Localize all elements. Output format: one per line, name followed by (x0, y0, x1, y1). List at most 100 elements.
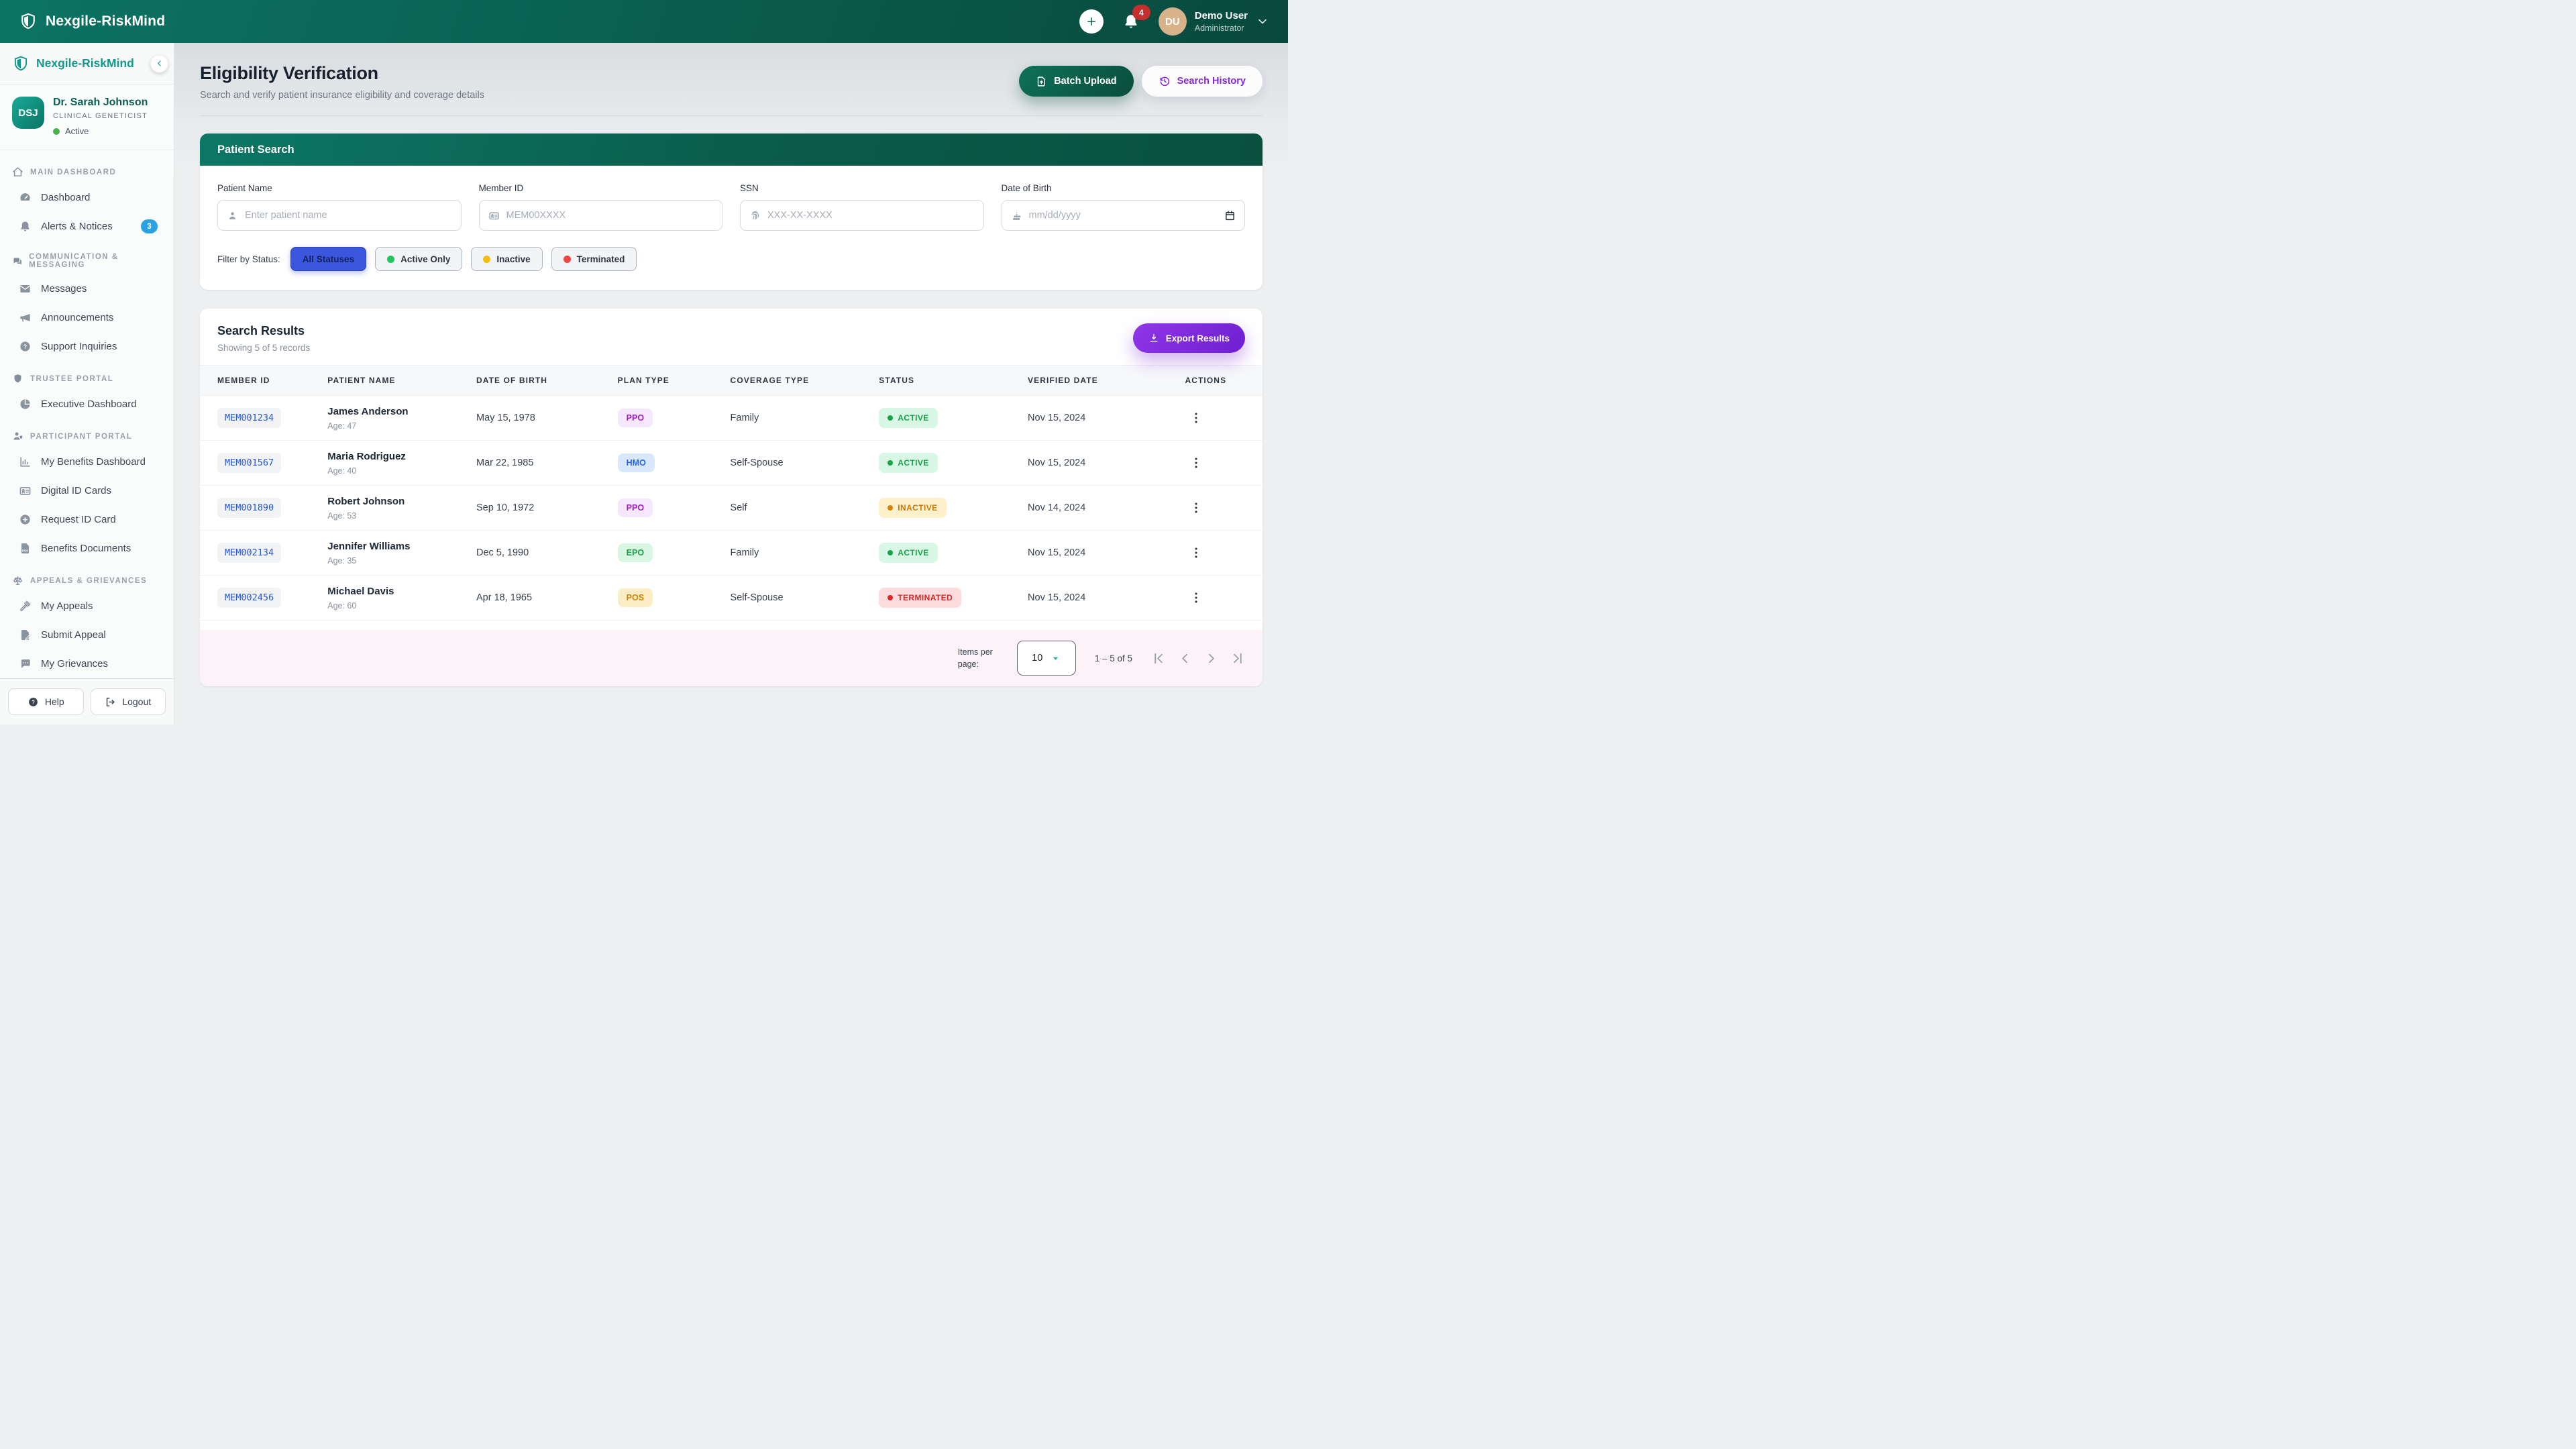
header-divider (200, 115, 1263, 116)
member-id-link[interactable]: MEM001890 (217, 498, 281, 518)
member-id-input[interactable] (506, 210, 714, 221)
member-id-link[interactable]: MEM002456 (217, 588, 281, 608)
patient-search-body: Patient Name Member ID (200, 166, 1263, 290)
page-subtitle: Search and verify patient insurance elig… (200, 90, 484, 101)
first-page-button[interactable] (1151, 651, 1167, 666)
status-dot (53, 128, 60, 135)
svg-text:PDF: PDF (22, 549, 29, 553)
chat-icon (12, 256, 22, 267)
sidebar-section-appeals-grievances: APPEALS & GRIEVANCES (12, 575, 162, 586)
row-actions-button[interactable] (1185, 407, 1208, 429)
sidebar-item-messages[interactable]: Messages (9, 274, 164, 303)
last-page-button[interactable] (1230, 651, 1245, 666)
logout-button[interactable]: Logout (91, 688, 166, 715)
plus-icon (1085, 15, 1097, 28)
member-id-input-box (479, 200, 723, 231)
next-page-button[interactable] (1203, 651, 1219, 666)
calendar-icon[interactable] (1224, 209, 1236, 221)
row-actions-button[interactable] (1185, 451, 1208, 474)
topbar-actions: 4 DU Demo User Administrator (1079, 7, 1269, 36)
sidebar-section-trustee-portal: TRUSTEE PORTAL (12, 373, 162, 384)
items-per-page-select[interactable]: 10 (1017, 641, 1076, 676)
search-results-card: Search Results Showing 5 of 5 records Ex… (200, 309, 1263, 686)
items-per-page-label: Items per page: (958, 646, 998, 670)
filter-all-statuses[interactable]: All Statuses (290, 247, 366, 271)
user-meta: Demo User Administrator (1195, 9, 1248, 34)
user-menu[interactable]: DU Demo User Administrator (1159, 7, 1269, 36)
col-member-id: MEMBER ID (200, 366, 317, 396)
quick-add-button[interactable] (1079, 9, 1104, 34)
status-badge: ACTIVE (879, 408, 937, 428)
row-actions-button[interactable] (1185, 496, 1208, 519)
scales-icon (12, 575, 23, 586)
filter-terminated[interactable]: Terminated (551, 247, 637, 271)
table-row[interactable]: MEM002134Jennifer WilliamsAge: 35Dec 5, … (200, 531, 1263, 576)
red-dot (564, 256, 571, 263)
filter-inactive[interactable]: Inactive (471, 247, 542, 271)
user-icon (227, 210, 238, 221)
profile-info: Dr. Sarah Johnson CLINICAL GENETICIST Ac… (53, 97, 148, 136)
dob-input[interactable] (1029, 210, 1218, 221)
ssn-input[interactable] (767, 210, 975, 221)
page-title: Eligibility Verification (200, 63, 484, 84)
sidebar-item-alerts-notices[interactable]: Alerts & Notices3 (9, 212, 164, 241)
sidebar-item-request-id-card[interactable]: Request ID Card (9, 505, 164, 534)
filepen-icon (19, 629, 32, 641)
ssn-input-box (740, 200, 984, 231)
member-id-link[interactable]: MEM001567 (217, 453, 281, 473)
export-results-button[interactable]: Export Results (1133, 323, 1245, 353)
patient-name: Michael Davis (327, 586, 455, 597)
pluscircle-icon (19, 513, 32, 526)
table-row[interactable]: MEM001567Maria RodriguezAge: 40Mar 22, 1… (200, 441, 1263, 486)
sidebar-item-my-benefits-dashboard[interactable]: My Benefits Dashboard (9, 447, 164, 476)
sidebar-item-dashboard[interactable]: Dashboard (9, 183, 164, 212)
sidebar-item-support-inquiries[interactable]: ?Support Inquiries (9, 332, 164, 361)
chart-icon (19, 455, 32, 468)
pagination-range: 1 – 5 of 5 (1095, 653, 1132, 663)
patient-name-input[interactable] (245, 210, 452, 221)
brand: Nexgile-RiskMind (19, 12, 165, 31)
megaphone-icon (19, 311, 32, 324)
batch-upload-button[interactable]: Batch Upload (1019, 66, 1133, 97)
sidebar-section-participant-portal: PARTICIPANT PORTAL (12, 431, 162, 442)
sidebar-item-executive-dashboard[interactable]: Executive Dashboard (9, 390, 164, 419)
row-actions-button[interactable] (1185, 586, 1208, 609)
yellow-dot (483, 256, 490, 263)
kebab-icon (1189, 545, 1203, 560)
sidebar-item-benefits-documents[interactable]: PDFBenefits Documents (9, 534, 164, 563)
profile-title: CLINICAL GENETICIST (53, 112, 148, 120)
home-icon (12, 166, 23, 178)
member-id-link[interactable]: MEM002134 (217, 543, 281, 563)
row-actions-button[interactable] (1185, 541, 1208, 564)
help-button[interactable]: ?Help (8, 688, 84, 715)
patient-age: Age: 47 (327, 421, 455, 431)
search-history-button[interactable]: Search History (1142, 66, 1263, 97)
sidebar-shield-icon (12, 55, 30, 72)
patient-name: Maria Rodriguez (327, 451, 455, 462)
sidebar-item-announcements[interactable]: Announcements (9, 303, 164, 332)
plan-type-badge: HMO (618, 453, 655, 472)
filter-active-only[interactable]: Active Only (375, 247, 462, 271)
sidebar-item-my-appeals[interactable]: My Appeals (9, 592, 164, 621)
logout-icon (105, 696, 116, 708)
sidebar-collapse-button[interactable] (150, 54, 168, 72)
svg-text:?: ? (23, 343, 27, 350)
sidebar-item-my-grievances[interactable]: My Grievances (9, 649, 164, 678)
filter-label: Filter by Status: (217, 254, 280, 264)
patient-search-title: Patient Search (200, 133, 1263, 166)
dob-cell: Mar 22, 1985 (466, 441, 607, 486)
table-head: MEMBER ID PATIENT NAME DATE OF BIRTH PLA… (200, 366, 1263, 396)
kebab-icon (1189, 590, 1203, 605)
table-row[interactable]: MEM001234James AndersonAge: 47May 15, 19… (200, 396, 1263, 441)
history-icon (1159, 75, 1171, 87)
member-id-link[interactable]: MEM001234 (217, 408, 281, 428)
table-row[interactable]: MEM001890Robert JohnsonAge: 53Sep 10, 19… (200, 486, 1263, 531)
results-table: MEMBER ID PATIENT NAME DATE OF BIRTH PLA… (200, 365, 1263, 621)
prev-page-button[interactable] (1177, 651, 1193, 666)
verified-date-cell: Nov 14, 2024 (1017, 486, 1174, 531)
sidebar-item-digital-id-cards[interactable]: Digital ID Cards (9, 476, 164, 505)
sidebar-item-submit-appeal[interactable]: Submit Appeal (9, 621, 164, 649)
table-row[interactable]: MEM002456Michael DavisAge: 60Apr 18, 196… (200, 576, 1263, 621)
field-label: Patient Name (217, 183, 462, 193)
notifications-button[interactable]: 4 (1122, 13, 1140, 30)
